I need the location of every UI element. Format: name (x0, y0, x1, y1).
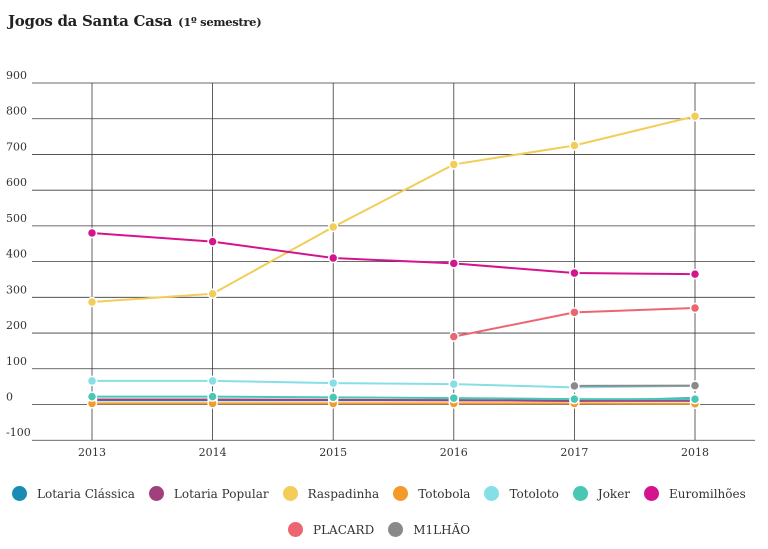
data-point-euromilhoes (569, 267, 580, 279)
data-point-joker (569, 393, 580, 405)
legend-swatch (388, 522, 404, 537)
data-point-joker (448, 392, 460, 404)
data-point-raspadinha (689, 110, 701, 122)
legend-item: Totoloto (484, 486, 559, 501)
legend-item: Raspadinha (282, 486, 380, 501)
series-line-totoloto (92, 379, 696, 389)
x-tick-label: 2013 (78, 446, 106, 459)
legend-label: Totoloto (509, 486, 559, 501)
line-chart: 900 800 700 600 500 400 300 200 100 0 -100 2013 2014… (6, 69, 755, 459)
y-tick-label: 200 (6, 319, 27, 332)
legend-item: Euromilhões (644, 486, 746, 501)
chart-title-text: Jogos da Santa Casa (8, 12, 173, 30)
y-tick-label: 0 (6, 391, 13, 404)
legend-item: Totobola (393, 486, 470, 501)
legend-swatch (12, 486, 27, 501)
legend-label: M1LHÃO (413, 522, 471, 537)
legend-item: M1LHÃO (388, 522, 470, 537)
data-point-raspadinha (569, 140, 580, 151)
data-point-raspadinha (327, 221, 339, 233)
y-tick-label: 600 (6, 176, 27, 189)
y-tick-label: 800 (6, 105, 27, 118)
legend-swatch (393, 486, 409, 501)
y-tick-label: 400 (6, 248, 27, 261)
y-tick-label: 500 (6, 212, 27, 225)
data-point-totoloto (327, 377, 339, 389)
series-line-euromilhoes (91, 232, 696, 276)
data-point-euromilhoes (689, 268, 701, 280)
series-line-lotaria-popular (92, 398, 695, 402)
legend-item: PLACARD (288, 522, 374, 537)
legend-label: PLACARD (313, 522, 375, 537)
series-line-raspadinha (91, 115, 696, 303)
data-point-raspadinha (86, 296, 98, 308)
y-tick-label: 100 (6, 355, 27, 368)
chart-subtitle: (1º semestre) (178, 15, 262, 29)
x-tick-label: 2015 (319, 446, 347, 459)
x-tick-label: 2014 (199, 446, 227, 459)
data-point-totoloto (448, 378, 460, 390)
legend-row-1: Lotaria Clássica Lotaria Popular Raspadinh… (12, 486, 760, 501)
series-line-joker (92, 395, 695, 401)
legend-label: Totobola (418, 486, 471, 501)
data-point-euromilhoes (327, 252, 339, 264)
legend-label: Joker (597, 486, 631, 501)
legend-item: Joker (572, 486, 631, 501)
data-point-placard (689, 302, 701, 314)
y-tick-label: 900 (6, 69, 27, 82)
data-point-euromilhoes (86, 227, 98, 239)
legend-item: Lotaria Clássica (12, 486, 135, 501)
legend-swatch (288, 522, 303, 537)
legend-label: Lotaria Clássica (37, 486, 135, 501)
data-point-totoloto (86, 375, 98, 387)
data-point-m1lhao (689, 380, 701, 391)
legend-item: Lotaria Popular (148, 486, 269, 501)
data-point-joker (86, 391, 98, 402)
legend-swatch (282, 486, 298, 501)
data-point-totoloto (207, 375, 218, 387)
x-tick-label: 2017 (560, 446, 588, 459)
legend-row-2: PLACARD M1LHÃO (288, 522, 484, 537)
data-point-euromilhoes (207, 236, 218, 247)
legend-swatch (148, 486, 164, 501)
data-point-placard (448, 331, 460, 342)
y-tick-label: 300 (6, 283, 27, 296)
data-point-raspadinha (448, 159, 460, 170)
y-tick-label: -100 (6, 426, 31, 439)
data-point-joker (207, 391, 218, 402)
legend-label: Lotaria Popular (173, 486, 269, 501)
legend-swatch (572, 486, 588, 501)
data-point-euromilhoes (448, 258, 460, 269)
data-point-joker (327, 392, 339, 403)
chart-title: Jogos da Santa Casa (1º semestre) (8, 12, 262, 30)
x-tick-label: 2018 (681, 446, 709, 459)
data-point-placard (569, 307, 580, 318)
legend-label: Raspadinha (307, 486, 380, 501)
data-point-joker (689, 393, 701, 405)
legend-swatch (484, 486, 500, 501)
x-tick-label: 2016 (440, 446, 468, 459)
legend-label: Euromilhões (669, 486, 746, 501)
legend-swatch (644, 486, 660, 501)
y-tick-label: 700 (6, 140, 27, 153)
data-point-m1lhao (569, 380, 580, 392)
data-point-raspadinha (207, 288, 218, 300)
